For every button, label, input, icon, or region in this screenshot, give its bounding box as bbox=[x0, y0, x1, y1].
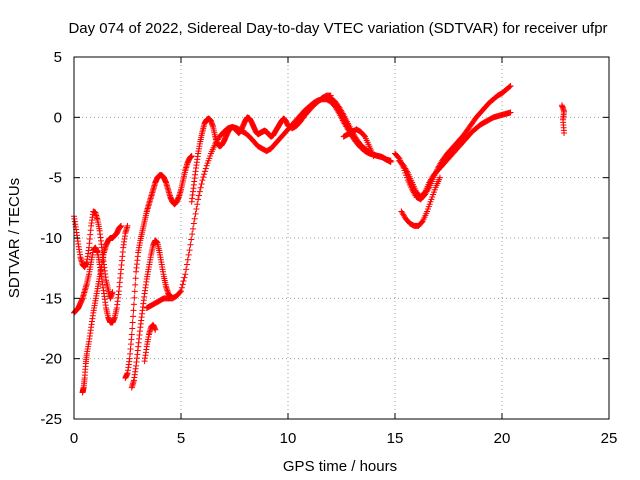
data-point bbox=[183, 266, 190, 273]
x-tick-label: 10 bbox=[280, 430, 297, 447]
data-point bbox=[197, 184, 204, 191]
data-point bbox=[192, 210, 199, 217]
series-arc-f bbox=[141, 321, 159, 365]
data-point bbox=[131, 288, 138, 295]
data-point bbox=[507, 82, 514, 89]
data-point bbox=[130, 313, 137, 320]
data-point bbox=[198, 180, 205, 187]
data-point bbox=[387, 157, 394, 164]
data-point bbox=[132, 281, 139, 288]
data-point bbox=[561, 130, 568, 137]
data-point bbox=[184, 256, 191, 263]
data-point bbox=[188, 152, 195, 159]
data-point bbox=[189, 231, 196, 238]
x-axis-label: GPS time / hours bbox=[283, 458, 397, 475]
y-tick-label: 5 bbox=[54, 49, 62, 66]
data-point bbox=[339, 110, 346, 117]
data-point bbox=[129, 319, 136, 326]
data-point bbox=[507, 109, 514, 116]
data-point bbox=[506, 83, 513, 90]
data-point bbox=[195, 192, 202, 199]
x-tick-label: 15 bbox=[387, 430, 404, 447]
data-point bbox=[200, 174, 207, 181]
data-points bbox=[71, 82, 568, 396]
data-point bbox=[178, 284, 185, 291]
data-point bbox=[185, 251, 192, 258]
data-point bbox=[128, 331, 135, 338]
data-point bbox=[183, 261, 190, 268]
data-point bbox=[202, 165, 209, 172]
data-point bbox=[195, 196, 202, 203]
data-point bbox=[131, 294, 138, 301]
data-point bbox=[130, 307, 137, 314]
data-point bbox=[436, 174, 443, 181]
y-tick-label: -25 bbox=[40, 411, 62, 428]
data-point bbox=[178, 288, 184, 295]
data-point bbox=[193, 206, 200, 213]
data-point bbox=[194, 201, 201, 208]
x-tick-label: 5 bbox=[177, 430, 185, 447]
series-arc-h bbox=[188, 92, 334, 205]
series-arc-c bbox=[79, 222, 125, 396]
y-axis-label: SDTVAR / TECUs bbox=[6, 178, 23, 298]
data-point bbox=[177, 289, 184, 296]
series-arc-l bbox=[396, 109, 514, 200]
data-point bbox=[403, 168, 410, 175]
series-arc-d bbox=[122, 152, 195, 381]
data-point bbox=[201, 168, 208, 175]
series-arc-j bbox=[340, 126, 377, 159]
data-point bbox=[191, 215, 198, 222]
series-arc-m bbox=[398, 174, 443, 229]
y-tick-label: -10 bbox=[40, 230, 62, 247]
data-point bbox=[190, 220, 197, 227]
data-point bbox=[109, 289, 116, 296]
data-point bbox=[124, 222, 131, 229]
y-tick-label: -5 bbox=[49, 170, 62, 187]
data-point bbox=[118, 222, 125, 229]
x-tick-label: 20 bbox=[494, 430, 511, 447]
chart-title: Day 074 of 2022, Sidereal Day-to-day VTE… bbox=[68, 20, 607, 37]
data-point bbox=[188, 236, 195, 243]
data-point bbox=[181, 274, 188, 281]
series-arc-n bbox=[558, 102, 568, 137]
data-point bbox=[180, 277, 187, 284]
data-point bbox=[370, 152, 377, 159]
y-tick-label: 0 bbox=[54, 109, 62, 126]
data-point bbox=[187, 241, 194, 248]
y-tick-label: -15 bbox=[40, 290, 62, 307]
data-point bbox=[152, 326, 159, 333]
x-tick-label: 0 bbox=[70, 430, 78, 447]
data-point bbox=[130, 301, 137, 308]
data-point bbox=[179, 281, 186, 288]
data-point bbox=[199, 177, 206, 184]
data-point bbox=[201, 171, 208, 178]
data-point bbox=[186, 247, 193, 254]
data-point bbox=[132, 275, 139, 282]
data-point bbox=[129, 325, 136, 332]
x-tick-label: 25 bbox=[601, 430, 618, 447]
axis-ticks: 0 5 10 15 20 25 -25 -20 -15 -10 -5 0 5 bbox=[40, 49, 617, 447]
data-point bbox=[189, 225, 196, 232]
y-tick-label: -20 bbox=[40, 351, 62, 368]
data-point bbox=[196, 188, 203, 195]
data-point bbox=[182, 271, 189, 278]
